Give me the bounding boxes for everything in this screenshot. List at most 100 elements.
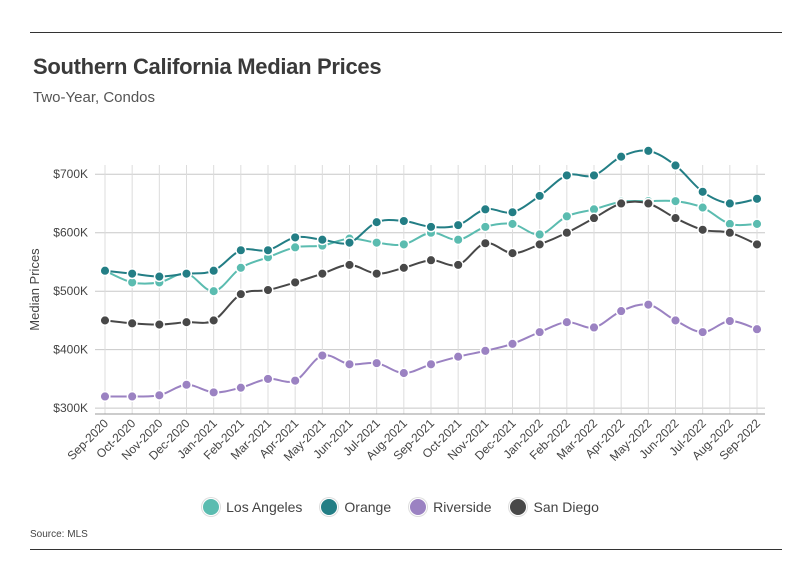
data-point-orange[interactable] <box>561 169 573 181</box>
data-point-los-angeles[interactable] <box>208 285 220 297</box>
data-point-riverside[interactable] <box>398 367 410 379</box>
data-point-san-diego[interactable] <box>126 317 138 329</box>
data-point-los-angeles[interactable] <box>479 221 491 233</box>
data-point-los-angeles[interactable] <box>452 234 464 246</box>
data-point-san-diego[interactable] <box>669 212 682 224</box>
y-tick-label: $500K <box>53 284 88 298</box>
data-point-orange[interactable] <box>751 193 763 205</box>
data-point-riverside[interactable] <box>316 349 328 362</box>
data-point-riverside[interactable] <box>208 386 220 398</box>
data-point-san-diego[interactable] <box>751 238 763 250</box>
y-tick-label: $700K <box>53 167 88 181</box>
data-point-san-diego[interactable] <box>425 254 437 266</box>
data-point-orange[interactable] <box>126 268 138 280</box>
data-point-orange[interactable] <box>588 169 600 181</box>
data-point-san-diego[interactable] <box>208 314 220 326</box>
data-point-riverside[interactable] <box>452 351 464 363</box>
data-point-orange[interactable] <box>180 268 193 280</box>
data-point-riverside[interactable] <box>561 316 573 328</box>
data-point-riverside[interactable] <box>425 358 437 370</box>
data-point-los-angeles[interactable] <box>751 218 763 230</box>
data-point-riverside[interactable] <box>534 326 546 338</box>
data-point-los-angeles[interactable] <box>697 202 709 214</box>
data-point-san-diego[interactable] <box>724 227 736 239</box>
legend-label: Orange <box>344 499 392 515</box>
data-point-san-diego[interactable] <box>561 227 573 239</box>
data-point-san-diego[interactable] <box>506 247 519 259</box>
data-point-los-angeles[interactable] <box>289 241 301 253</box>
data-point-riverside[interactable] <box>669 314 682 326</box>
legend-swatch-icon <box>202 498 221 516</box>
data-point-orange[interactable] <box>724 197 736 210</box>
data-point-orange[interactable] <box>153 271 165 283</box>
data-point-riverside[interactable] <box>751 323 763 335</box>
data-point-orange[interactable] <box>371 216 383 228</box>
data-point-riverside[interactable] <box>99 390 111 403</box>
data-point-riverside[interactable] <box>262 373 274 385</box>
data-point-riverside[interactable] <box>724 315 736 327</box>
data-point-los-angeles[interactable] <box>669 195 682 207</box>
data-point-orange[interactable] <box>615 151 627 163</box>
data-point-orange[interactable] <box>343 237 356 249</box>
series-orange <box>99 145 763 283</box>
data-point-san-diego[interactable] <box>180 316 193 328</box>
data-point-riverside[interactable] <box>371 357 383 369</box>
data-point-riverside[interactable] <box>615 305 627 317</box>
legend-swatch-icon <box>320 498 339 516</box>
data-point-orange[interactable] <box>262 244 274 256</box>
data-point-san-diego[interactable] <box>534 238 546 250</box>
data-point-los-angeles[interactable] <box>506 218 519 230</box>
data-point-san-diego[interactable] <box>588 212 600 224</box>
data-point-riverside[interactable] <box>153 389 165 401</box>
data-point-riverside[interactable] <box>180 379 193 391</box>
data-point-riverside[interactable] <box>343 358 356 370</box>
data-point-san-diego[interactable] <box>262 284 274 296</box>
data-point-orange[interactable] <box>669 159 682 172</box>
data-point-los-angeles[interactable] <box>235 262 247 274</box>
data-point-san-diego[interactable] <box>615 197 627 210</box>
data-point-riverside[interactable] <box>506 338 519 350</box>
data-point-orange[interactable] <box>208 265 220 277</box>
data-point-san-diego[interactable] <box>316 268 328 280</box>
data-point-san-diego[interactable] <box>398 262 410 274</box>
data-point-riverside[interactable] <box>588 321 600 334</box>
data-point-san-diego[interactable] <box>642 197 654 210</box>
data-point-orange[interactable] <box>479 203 491 215</box>
data-point-riverside[interactable] <box>697 326 709 338</box>
data-point-riverside[interactable] <box>479 345 491 357</box>
legend-item-riverside[interactable]: Riverside <box>409 498 491 516</box>
data-point-los-angeles[interactable] <box>371 237 383 249</box>
data-point-orange[interactable] <box>506 206 519 218</box>
data-point-los-angeles[interactable] <box>534 228 546 241</box>
data-point-orange[interactable] <box>534 190 546 202</box>
legend-swatch-icon <box>509 498 528 516</box>
data-point-orange[interactable] <box>398 215 410 227</box>
data-point-san-diego[interactable] <box>289 276 301 288</box>
data-point-san-diego[interactable] <box>235 288 247 300</box>
data-point-los-angeles[interactable] <box>561 210 573 222</box>
data-point-riverside[interactable] <box>235 382 247 394</box>
data-point-san-diego[interactable] <box>153 318 165 331</box>
legend-item-orange[interactable]: Orange <box>320 498 391 516</box>
data-point-los-angeles[interactable] <box>398 238 410 250</box>
y-tick-label: $300K <box>53 401 88 415</box>
data-point-riverside[interactable] <box>126 390 138 403</box>
data-point-san-diego[interactable] <box>371 268 383 280</box>
data-point-san-diego[interactable] <box>697 224 709 236</box>
data-point-san-diego[interactable] <box>452 259 464 271</box>
data-point-riverside[interactable] <box>642 299 654 311</box>
data-point-orange[interactable] <box>235 244 247 256</box>
data-point-orange[interactable] <box>452 219 464 231</box>
data-point-orange[interactable] <box>289 231 301 243</box>
data-point-orange[interactable] <box>425 221 437 233</box>
data-point-orange[interactable] <box>642 145 654 157</box>
data-point-riverside[interactable] <box>289 375 301 387</box>
data-point-orange[interactable] <box>697 186 709 198</box>
data-point-orange[interactable] <box>316 234 328 246</box>
data-point-san-diego[interactable] <box>343 259 356 271</box>
data-point-orange[interactable] <box>99 265 111 277</box>
data-point-san-diego[interactable] <box>99 314 111 326</box>
legend-item-los-angeles[interactable]: Los Angeles <box>202 498 302 516</box>
legend-item-san-diego[interactable]: San Diego <box>509 498 599 516</box>
data-point-san-diego[interactable] <box>479 237 491 249</box>
